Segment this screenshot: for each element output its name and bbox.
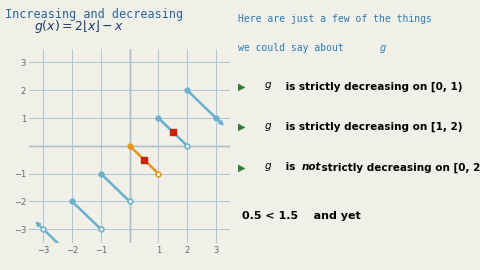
Text: 0.5 < 1.5    and yet: 0.5 < 1.5 and yet	[242, 211, 361, 221]
Text: $g$: $g$	[264, 80, 272, 92]
Text: strictly decreasing on [0, 2): strictly decreasing on [0, 2)	[318, 162, 480, 173]
Text: not: not	[301, 162, 321, 173]
Text: $g$: $g$	[379, 43, 387, 55]
Text: ▶: ▶	[238, 81, 245, 92]
Text: $g(x) = 2\lfloor x\rfloor - x$: $g(x) = 2\lfloor x\rfloor - x$	[34, 18, 124, 35]
Text: ▶: ▶	[238, 122, 245, 132]
Text: is: is	[282, 162, 299, 173]
Text: $g$: $g$	[264, 161, 272, 173]
Text: we could say about: we could say about	[238, 43, 349, 53]
Text: $g$: $g$	[264, 121, 272, 133]
Text: Here are just a few of the things: Here are just a few of the things	[238, 14, 432, 23]
Text: Increasing and decreasing: Increasing and decreasing	[5, 8, 183, 21]
Text: ▶: ▶	[238, 162, 245, 173]
Text: is strictly decreasing on [0, 1): is strictly decreasing on [0, 1)	[282, 81, 463, 92]
Text: is strictly decreasing on [1, 2): is strictly decreasing on [1, 2)	[282, 122, 463, 132]
